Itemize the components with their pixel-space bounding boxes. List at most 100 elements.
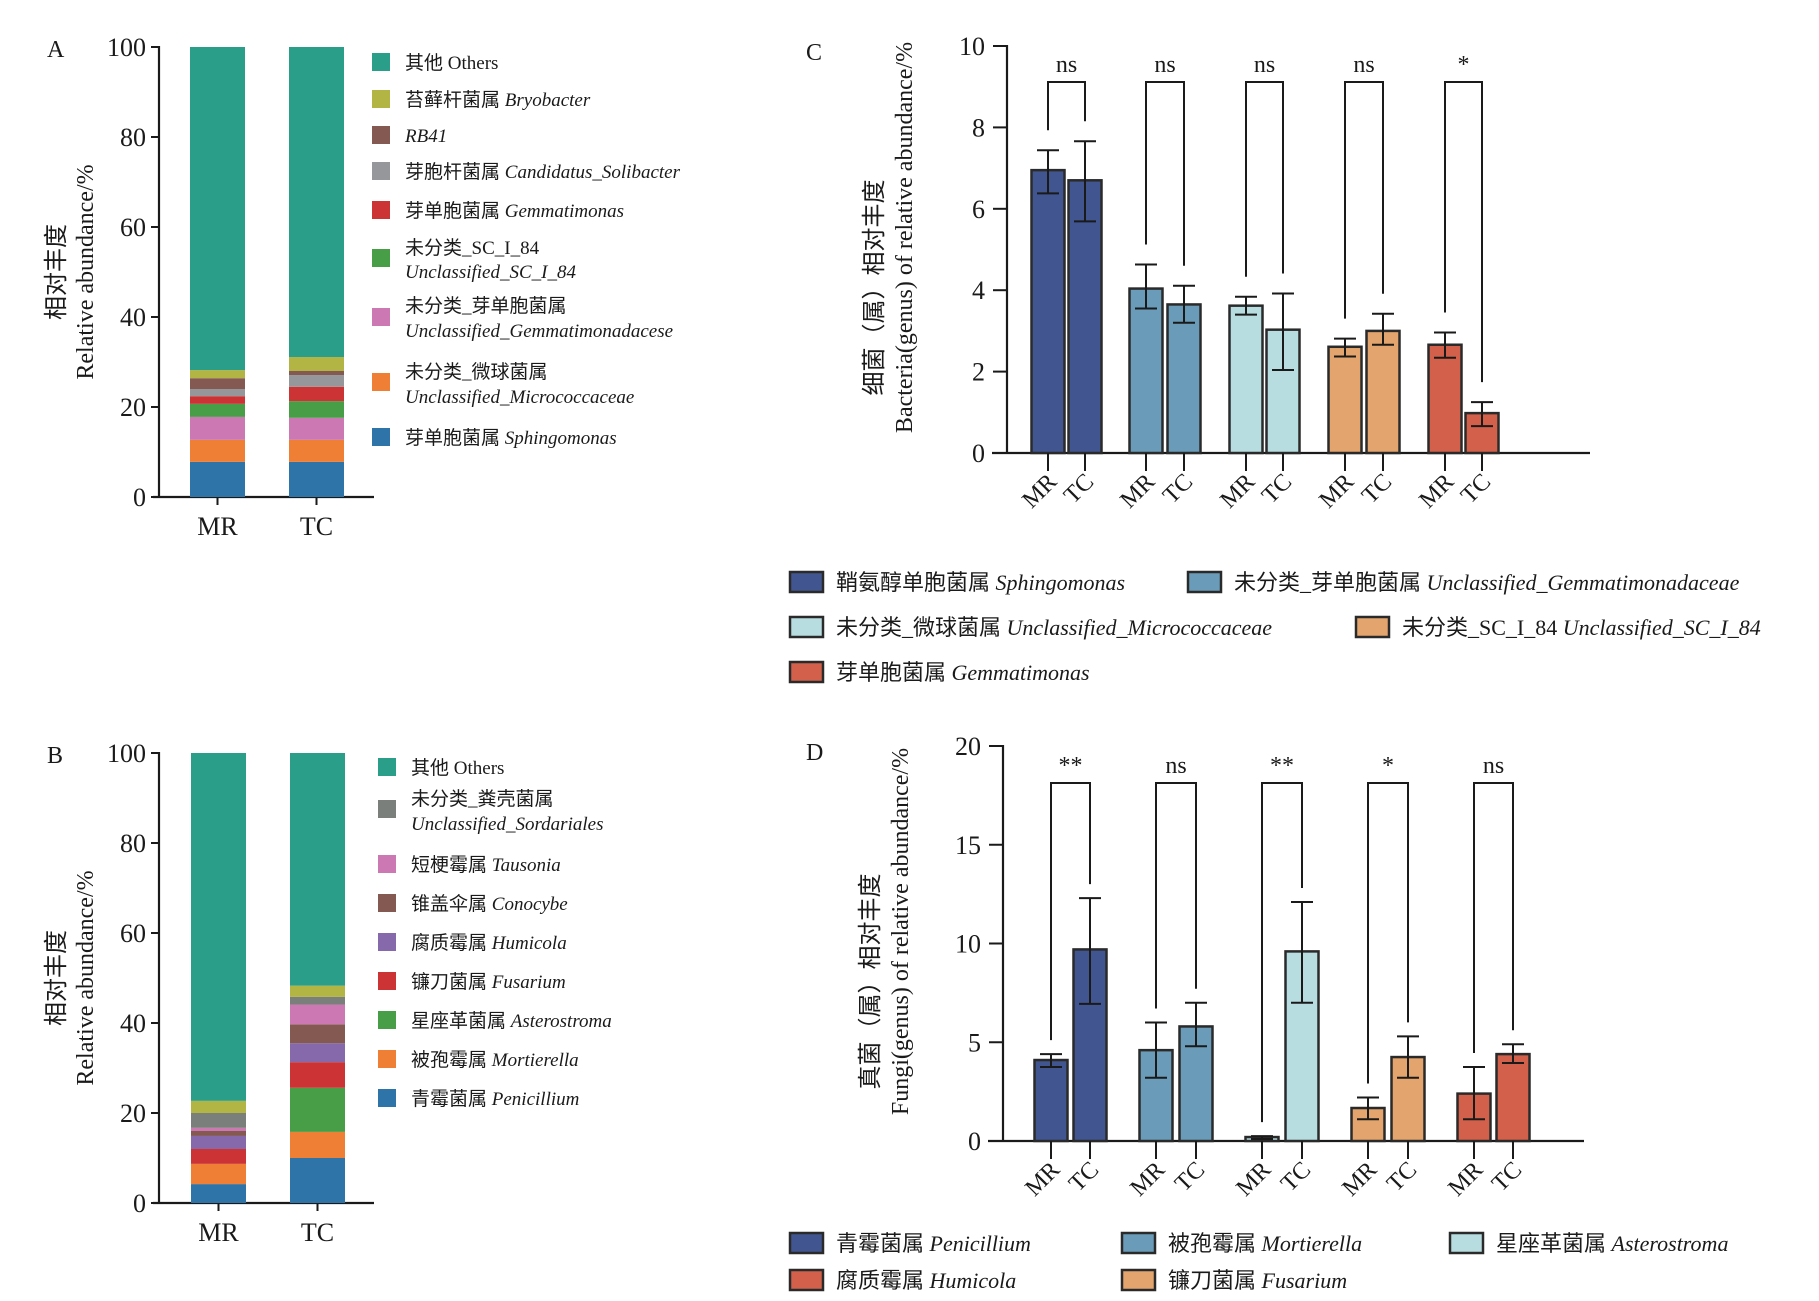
legend-label-cn: 被孢霉属 <box>1168 1231 1256 1256</box>
bar-segment-unclassified-sc-i-84-tc <box>289 401 344 418</box>
legend-label-cn: 锥盖伞属 <box>411 893 487 915</box>
y-tick-label: 10 <box>955 930 981 959</box>
y-tick-label: 0 <box>133 483 146 512</box>
legend-label-cn: 腐质霉属 <box>836 1268 924 1293</box>
legend-label-en: Unclassified_SC_I_84 <box>1557 615 1761 640</box>
legend-label-cn: 其他 <box>405 52 443 74</box>
bar-segment-sphingomonas-mr <box>190 461 245 497</box>
bar-segment-candidatus-solibacter-tc <box>289 375 344 387</box>
significance-label: ns <box>1056 52 1077 78</box>
legend-label-cn: 青霉菌属 <box>411 1088 487 1110</box>
legend-swatch <box>372 90 390 108</box>
legend-label-cn: 未分类_SC_I_84 <box>1402 615 1557 640</box>
legend-label-cn: 星座革菌属 <box>411 1010 506 1032</box>
significance-bracket <box>1155 782 1197 1009</box>
legend-label: 锥盖伞属 Conocybe <box>411 893 568 915</box>
legend-label: 芽胞杆菌属 Candidatus_Solibacter <box>405 161 681 183</box>
legend-label-en: RB41 <box>404 126 447 147</box>
legend-label-en: Sphingomonas <box>990 570 1125 595</box>
legend-label-en: Others <box>449 758 504 779</box>
legend-label-cn: 鞘氨醇单胞菌属 <box>836 570 990 595</box>
legend-label-cn: 未分类_芽单胞菌属 <box>405 295 567 317</box>
legend-label-cn: 被孢霉属 <box>411 1049 487 1071</box>
y-tick-label: 60 <box>120 919 146 948</box>
bar-segment-humicola-mr <box>191 1135 246 1149</box>
legend-label-cn: 青霉菌属 <box>836 1231 924 1256</box>
panel-label: D <box>806 740 823 766</box>
bar-segment-unclassified-gemmatimonadacese-tc <box>289 417 344 440</box>
significance-label: ** <box>1059 753 1083 779</box>
significance-bracket <box>1473 782 1514 1053</box>
legend-label: 其他 Others <box>411 757 504 779</box>
legend-label-en: Conocybe <box>487 894 568 915</box>
y-axis-label-en: Bacteria(genus) of relative abundance/% <box>892 42 918 433</box>
legend-label-en: Fusarium <box>1256 1268 1347 1293</box>
legend-label-en: Gemmatimonas <box>946 660 1090 685</box>
legend-swatch <box>378 800 396 818</box>
legend-label-cn: 未分类_芽单胞菌属 <box>1234 570 1421 595</box>
x-tick-label: MR <box>1017 469 1062 514</box>
legend-label-cn: 其他 <box>411 757 449 779</box>
y-axis-label-en: Fungi(genus) of relative abundance/% <box>888 748 914 1115</box>
legend-swatch <box>372 373 390 391</box>
bar-segment-others-tc <box>290 753 345 986</box>
legend-label: 芽单胞菌属 Sphingomonas <box>405 427 617 449</box>
x-tick-label: MR <box>1215 469 1260 514</box>
y-tick-label: 15 <box>955 831 981 860</box>
bar-segment-gemmatimonas-tc <box>289 386 344 402</box>
y-axis-label-cn: 细菌（属）相对丰度 <box>861 180 888 396</box>
y-tick-label: 8 <box>972 113 985 142</box>
significance-label: ns <box>1483 753 1504 779</box>
legend-swatch <box>378 1089 396 1107</box>
bar-segment-unclassified-sordariales-mr <box>191 1113 246 1128</box>
significance-bracket <box>1050 782 1091 1041</box>
legend-label-cn: 未分类_微球菌属 <box>836 615 1001 640</box>
x-tick-label: MR <box>1443 1157 1488 1202</box>
y-axis-label-cn: 真菌（属）相对丰度 <box>857 874 884 1090</box>
x-tick-label: TC <box>1158 469 1198 509</box>
legend-label: 星座革菌属 Asterostroma <box>411 1010 612 1032</box>
y-tick-label: 2 <box>972 358 985 387</box>
bar-segment-unlabeled-mr <box>191 1100 246 1113</box>
legend-label-cn: 星座革菌属 <box>1496 1231 1606 1256</box>
legend-swatch <box>378 1050 396 1068</box>
legend-label: 青霉菌属 Penicillium <box>836 1231 1031 1256</box>
legend-label: 镰刀菌属 Fusarium <box>1168 1268 1347 1293</box>
y-tick-label: 0 <box>968 1127 981 1156</box>
y-axis-label-cn: 相对丰度 <box>43 224 70 320</box>
legend-label: 被孢霉属 Mortierella <box>1168 1231 1362 1256</box>
legend-label-en: Others <box>443 53 498 74</box>
legend-label-en: Unclassified_Sordariales <box>411 814 603 835</box>
y-tick-label: 80 <box>120 829 146 858</box>
x-tick-label: TC <box>1064 1157 1104 1197</box>
x-tick-label: MR <box>1231 1157 1276 1202</box>
legend-label: 镰刀菌属 Fusarium <box>411 971 566 993</box>
legend-label: RB41 <box>404 126 447 147</box>
x-tick-label: MR <box>197 512 238 541</box>
legend-swatch <box>372 53 390 71</box>
y-tick-label: 40 <box>120 303 146 332</box>
legend-label-en: Asterostroma <box>506 1011 612 1032</box>
legend-label: 未分类_微球菌属 Unclassified_Micrococcaceae <box>836 615 1272 640</box>
bar-segment-penicillium-tc <box>290 1158 345 1203</box>
panel-a-stacked-bar-chart: A 0 20 40 60 80 100 相对丰度 Relative abundance/% MR T… <box>43 33 681 541</box>
x-tick-label: MR <box>1020 1157 1065 1202</box>
legend-label: 星座革菌属 Asterostroma <box>1496 1231 1728 1256</box>
legend-swatch <box>788 1231 825 1255</box>
significance-bracket <box>1444 81 1483 383</box>
legend-label-en: Unclassified_Gemmatimonadaceae <box>1421 570 1740 595</box>
x-tick-label: TC <box>1059 469 1099 509</box>
bar-segment-mortierella-tc <box>290 1131 345 1158</box>
x-tick-label: TC <box>1170 1157 1210 1197</box>
bar-segment-tausonia-mr <box>191 1127 246 1131</box>
panel-d-grouped-bar-chart: D 0 5 10 15 20 真菌（属）相对丰度 Fungi(genus) of relati… <box>788 732 1728 1293</box>
panel-label: C <box>806 40 822 66</box>
legend-label-en: Penicillium <box>924 1231 1031 1256</box>
legend-label: 腐质霉属 Humicola <box>836 1268 1016 1293</box>
legend-label-en: Humicola <box>487 933 567 954</box>
legend-label: 腐质霉属 Humicola <box>411 932 567 954</box>
significance-label: ns <box>1254 52 1275 78</box>
x-tick-label: TC <box>301 1218 334 1247</box>
y-tick-label: 0 <box>972 439 985 468</box>
significance-bracket <box>1245 81 1284 277</box>
